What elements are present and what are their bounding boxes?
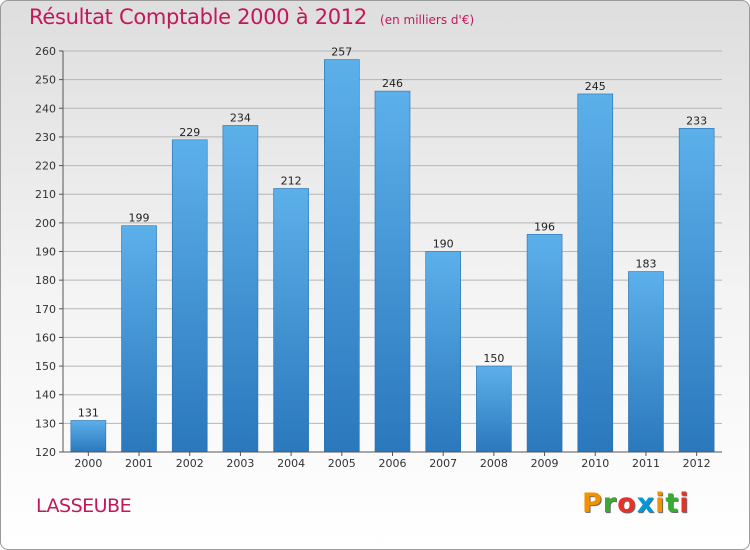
y-tick-label: 210 (35, 188, 56, 201)
x-tick-label: 2010 (581, 457, 609, 470)
x-tick-label: 2006 (379, 457, 407, 470)
x-tick-label: 2008 (480, 457, 508, 470)
y-tick-label: 130 (35, 417, 56, 430)
bar (70, 420, 107, 453)
chart-title: Résultat Comptable 2000 à 2012 (29, 5, 367, 29)
title-row: Résultat Comptable 2000 à 2012 (en milli… (29, 5, 474, 29)
bar (324, 59, 360, 453)
bar-value-label: 257 (331, 46, 352, 59)
bars (70, 59, 715, 453)
bar (374, 90, 411, 453)
bar-value-label: 233 (686, 114, 707, 127)
bar-value-label: 229 (179, 126, 200, 139)
logo-letter: x (636, 488, 656, 519)
y-tick-label: 230 (35, 131, 56, 144)
y-tick-label: 150 (35, 360, 56, 373)
bar-value-label: 212 (281, 174, 302, 187)
y-tick-label: 180 (35, 274, 56, 287)
commune-name: LASSEUBE (36, 495, 132, 517)
x-tick-label: 2005 (328, 457, 356, 470)
y-tick-label: 250 (35, 74, 56, 87)
bar-value-label: 199 (129, 212, 150, 225)
y-tick-label: 160 (35, 331, 56, 344)
chart-subtitle: (en milliers d'€) (380, 13, 475, 27)
bar-value-label: 245 (585, 80, 606, 93)
y-axis: 120 130 140 150 160 170 180 190 200 210 220 230 240 2… (35, 45, 64, 459)
logo-letter: o (617, 488, 637, 519)
bar (526, 234, 563, 453)
x-tick-label: 2000 (74, 457, 102, 470)
bar (628, 271, 664, 453)
x-tick-label: 2012 (683, 457, 711, 470)
y-tick-label: 220 (35, 160, 56, 173)
logo-letter: t (665, 488, 680, 519)
bar-value-label: 196 (534, 220, 555, 233)
y-tick-label: 170 (35, 303, 56, 316)
bar (476, 365, 512, 453)
y-tick-label: 200 (35, 217, 56, 230)
logo-letter: i (655, 488, 666, 519)
y-tick-label: 190 (35, 246, 56, 259)
bar (222, 125, 259, 453)
bar (121, 225, 157, 453)
x-tick-label: 2011 (632, 457, 660, 470)
y-tick-label: 140 (35, 389, 56, 402)
proxiti-logo: Proxiti (582, 488, 690, 519)
bar-value-label: 190 (433, 238, 454, 251)
bar-value-label: 131 (78, 406, 99, 419)
x-tick-label: 2004 (277, 457, 305, 470)
bar-value-label: 246 (382, 77, 403, 90)
bar (678, 128, 715, 453)
x-axis: 2000 2001 2002 2003 2004 2005 2006 2007 2008 2009… (63, 451, 722, 470)
logo-letter: i (679, 488, 690, 519)
logo-letter: r (602, 488, 618, 519)
bar (273, 188, 309, 453)
y-tick-label: 120 (35, 446, 56, 459)
x-tick-label: 2001 (125, 457, 153, 470)
y-tick-label: 260 (35, 45, 56, 58)
logo-letter: P (582, 488, 603, 519)
bar (425, 251, 461, 453)
bar-value-label: 234 (230, 111, 251, 124)
x-tick-label: 2007 (429, 457, 457, 470)
bar (171, 139, 208, 453)
y-tick-label: 240 (35, 102, 56, 115)
x-tick-label: 2003 (226, 457, 254, 470)
bar (577, 93, 614, 453)
x-tick-label: 2009 (531, 457, 559, 470)
x-tick-label: 2002 (176, 457, 204, 470)
bar-value-label: 150 (483, 352, 504, 365)
value-labels: 131 199 229 234 212 257 246 190 150 196 245 183 233 (78, 46, 707, 420)
bar-value-label: 183 (635, 258, 656, 271)
